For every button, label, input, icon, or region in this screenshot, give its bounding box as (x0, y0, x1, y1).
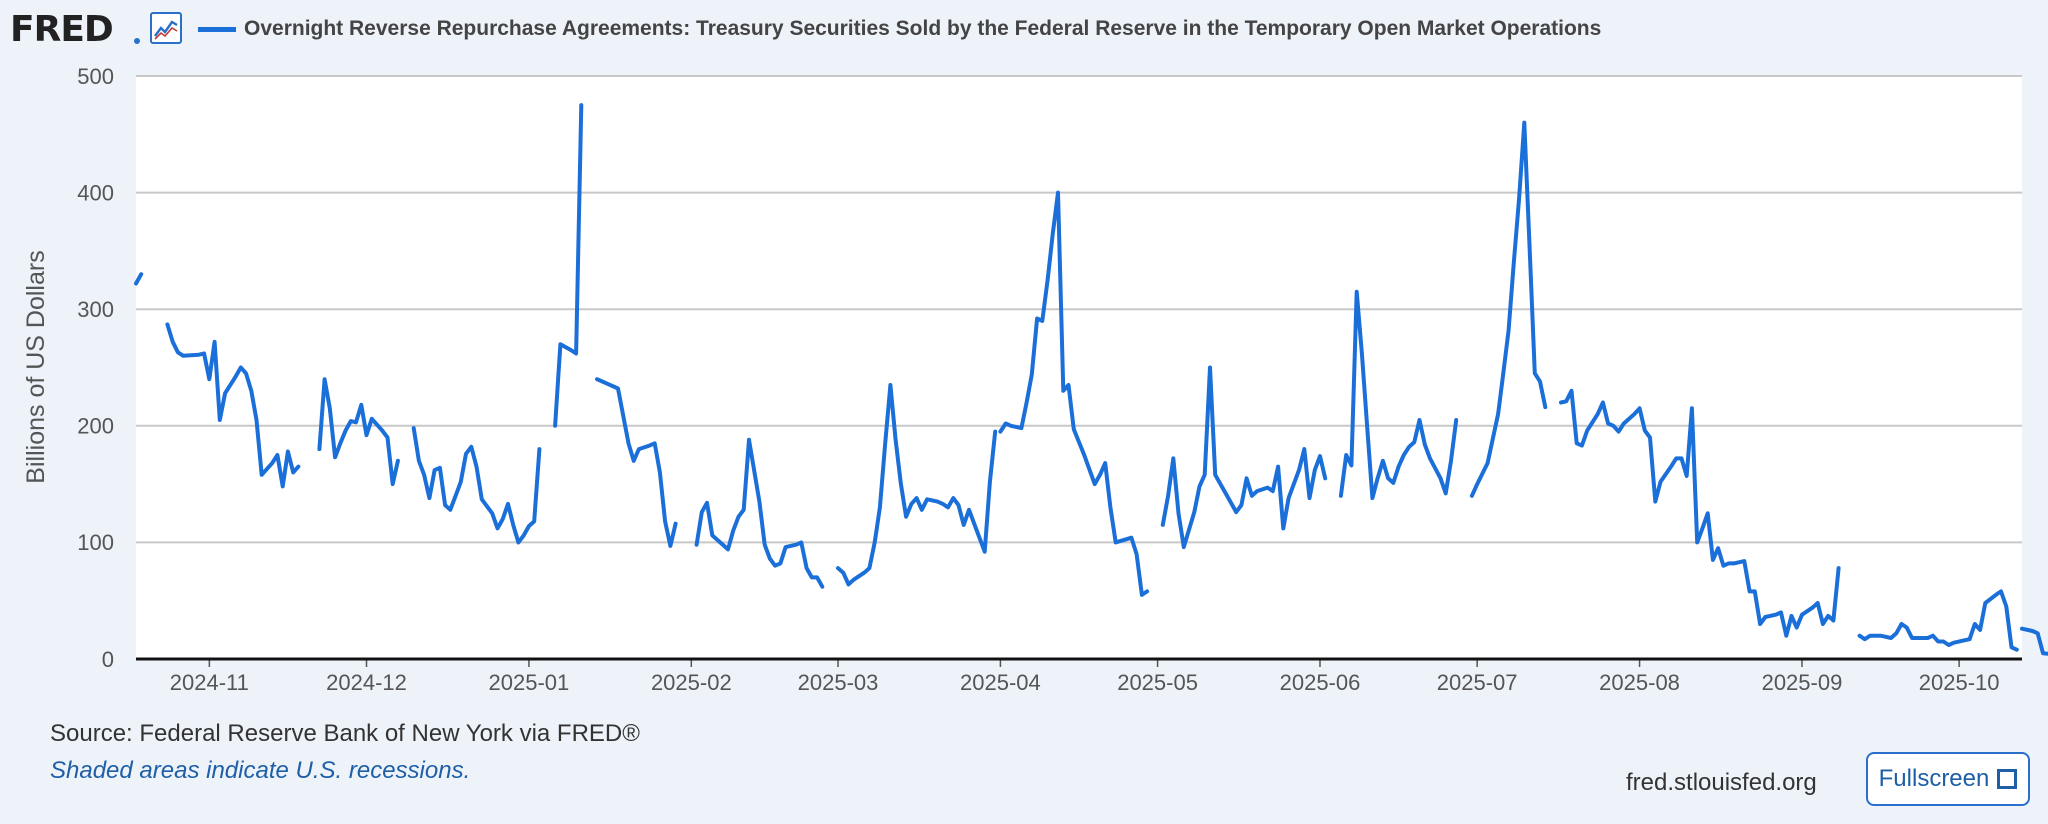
x-tick-label: 2025-06 (1280, 670, 1361, 695)
x-tick-label: 2025-08 (1599, 670, 1680, 695)
x-tick-label: 2025-03 (798, 670, 879, 695)
x-tick-label: 2024-11 (170, 670, 249, 695)
series-line-segment[interactable] (317, 377, 400, 487)
y-axis-label: Billions of US Dollars (22, 250, 50, 483)
series-line-segment[interactable] (998, 190, 1150, 597)
y-tick-label: 100 (77, 530, 114, 555)
x-tick-label: 2025-05 (1117, 670, 1198, 695)
recession-note: Shaded areas indicate U.S. recessions. (50, 757, 471, 784)
fred-logo[interactable]: FRED (10, 9, 114, 50)
logo-dot (134, 38, 140, 44)
fullscreen-label: Fullscreen (1878, 765, 1990, 792)
y-tick-label: 400 (77, 180, 114, 205)
series-line-segment[interactable] (134, 272, 144, 286)
legend-swatch (198, 27, 236, 32)
series-line-segment[interactable] (553, 103, 584, 428)
x-tick-label: 2025-04 (960, 670, 1041, 695)
series-line-segment[interactable] (1559, 388, 1841, 638)
fullscreen-icon (1997, 769, 2018, 789)
site-link[interactable]: fred.stlouisfed.org (1626, 769, 1817, 796)
series-line-segment[interactable] (411, 426, 542, 545)
plot-area (136, 76, 2022, 659)
line-graph-icon[interactable] (150, 12, 182, 44)
chart-title: Overnight Reverse Repurchase Agreements:… (244, 17, 1602, 40)
source-text: Source: Federal Reserve Bank of New York… (50, 720, 640, 747)
x-tick-label: 2025-02 (651, 670, 732, 695)
x-tick-label: 2024-12 (326, 670, 407, 695)
chart-header: FRED Overnight Reverse Repurchase Agreem… (10, 8, 2030, 50)
series-line-segment[interactable] (1469, 120, 1548, 498)
x-tick-label: 2025-09 (1762, 670, 1843, 695)
series-line-segment[interactable] (165, 322, 301, 489)
y-tick-label: 300 (77, 297, 114, 322)
line-chart[interactable]: 0 100 200 300 400 500 2024-11 2024-12 2025-01 20… (0, 0, 2048, 700)
series-line-segment[interactable] (2020, 626, 2048, 656)
series-line-segment[interactable] (836, 383, 998, 587)
y-tick-label: 200 (77, 414, 114, 439)
x-tick-label: 2025-10 (1919, 670, 2000, 695)
series-line-segment[interactable] (595, 377, 678, 548)
series-line-segment[interactable] (1160, 365, 1328, 550)
y-tick-label: 500 (77, 64, 114, 89)
series-line-segment[interactable] (694, 437, 825, 589)
fullscreen-button[interactable]: Fullscreen (1866, 752, 2030, 806)
y-tick-label: 0 (102, 647, 114, 672)
series-line-segment[interactable] (1338, 289, 1459, 501)
series-line-segment[interactable] (1857, 589, 2019, 652)
x-tick-label: 2025-07 (1437, 670, 1518, 695)
x-tick-label: 2025-01 (489, 670, 570, 695)
